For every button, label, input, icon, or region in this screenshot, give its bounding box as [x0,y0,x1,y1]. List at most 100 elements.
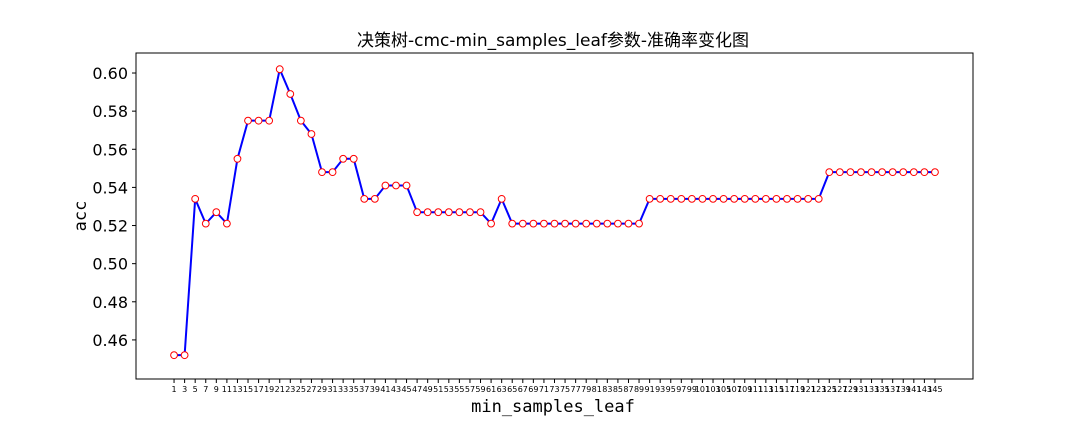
x-tick-label: 121 [800,385,815,394]
x-tick-label: 143 [917,385,932,394]
x-tick-label: 123 [811,385,826,394]
x-tick-label: 131 [853,385,868,394]
data-point [857,168,865,177]
data-point [793,194,802,203]
x-tick-label: 135 [874,385,889,394]
x-tick-label: 7 [203,385,208,394]
y-tick-label: 0.46 [92,331,128,350]
data-point [709,194,717,203]
x-tick-label: 141 [906,385,921,394]
x-tick-label: 105 [716,385,731,394]
data-point [370,194,379,203]
x-tick-label: 53 [444,385,454,394]
data-point [561,219,569,228]
data-point [381,181,390,190]
y-tick-label: 0.56 [92,140,128,159]
data-point [296,116,305,125]
x-tick-label: 59 [475,385,485,394]
x-tick-label: 129 [843,385,858,394]
x-tick-label: 45 [401,385,411,394]
x-tick-label: 99 [687,385,697,394]
x-tick-label: 83 [602,385,612,394]
x-tick-label: 19 [264,385,274,394]
data-point [360,194,369,203]
data-point [761,194,770,203]
data-point [719,194,728,203]
x-tick-label: 93 [655,385,665,394]
x-tick-label: 39 [370,385,380,394]
data-point [170,351,178,360]
data-point [307,130,316,138]
x-tick-label: 9 [214,385,219,394]
x-tick-label: 73 [549,385,559,394]
data-point [518,219,527,228]
data-point [423,208,432,217]
data-point [222,219,231,228]
x-tick-label: 97 [676,385,686,394]
data-point [508,219,517,228]
data-point [413,208,422,217]
data-point [571,219,580,228]
data-markers [170,65,939,360]
data-point [392,181,400,190]
x-tick-label: 145 [927,385,942,394]
x-tick-label: 113 [758,385,773,394]
x-tick-label: 47 [412,385,422,394]
x-axis: 1 3 5 7 9 11 13 15 17 19 21 23 25 27 29 31 33 35 37 39 41 43 4… [171,379,943,394]
data-point [867,168,876,177]
data-point [265,116,274,125]
data-point [244,116,252,125]
x-tick-label: 127 [832,385,847,394]
x-tick-label: 75 [560,385,570,394]
x-tick-label: 77 [571,385,581,394]
data-point [444,208,453,217]
x-tick-label: 21 [275,385,285,394]
data-point [233,154,242,163]
data-point [666,194,675,203]
plot-frame [135,52,974,380]
x-tick-label: 17 [253,385,263,394]
x-tick-label: 31 [327,385,337,394]
data-point [476,208,485,217]
data-point [455,208,464,217]
series-line [174,68,935,357]
data-point [275,65,284,74]
y-tick-label: 0.52 [92,217,128,236]
y-tick-label: 0.48 [92,293,128,312]
data-point [846,168,855,177]
y-tick-label: 0.58 [92,102,128,121]
x-tick-label: 11 [222,385,232,394]
data-point [730,194,739,203]
data-point [582,219,591,228]
data-point [254,116,263,125]
y-tick-label: 0.60 [92,64,128,83]
data-point [909,168,918,177]
x-tick-label: 71 [539,385,549,394]
x-tick-label: 137 [885,385,900,394]
data-point [592,219,601,228]
x-tick-label: 13 [232,385,242,394]
x-tick-label: 85 [613,385,623,394]
data-point [434,208,443,217]
x-tick-label: 91 [645,385,655,394]
data-point [614,219,622,228]
x-tick-label: 109 [737,385,752,394]
data-point [687,194,696,203]
data-point [835,168,844,177]
chart-title: 决策树-cmc-min_samples_leaf参数-准确率变化图 [357,31,749,51]
data-point [635,219,643,228]
data-point [751,194,760,203]
plot-area: 0.460.480.500.520.540.560.580.60 1 3 5 7 9 11… [92,52,974,394]
data-point [487,219,495,228]
x-tick-label: 23 [285,385,295,394]
x-tick-label: 37 [359,385,369,394]
data-point [783,194,791,203]
x-tick-label: 117 [779,385,794,394]
data-point [201,219,210,228]
data-point [286,90,295,98]
data-point [899,168,908,177]
data-point [349,154,358,163]
data-point [328,168,337,177]
x-tick-label: 25 [296,385,306,394]
data-point [191,194,200,203]
